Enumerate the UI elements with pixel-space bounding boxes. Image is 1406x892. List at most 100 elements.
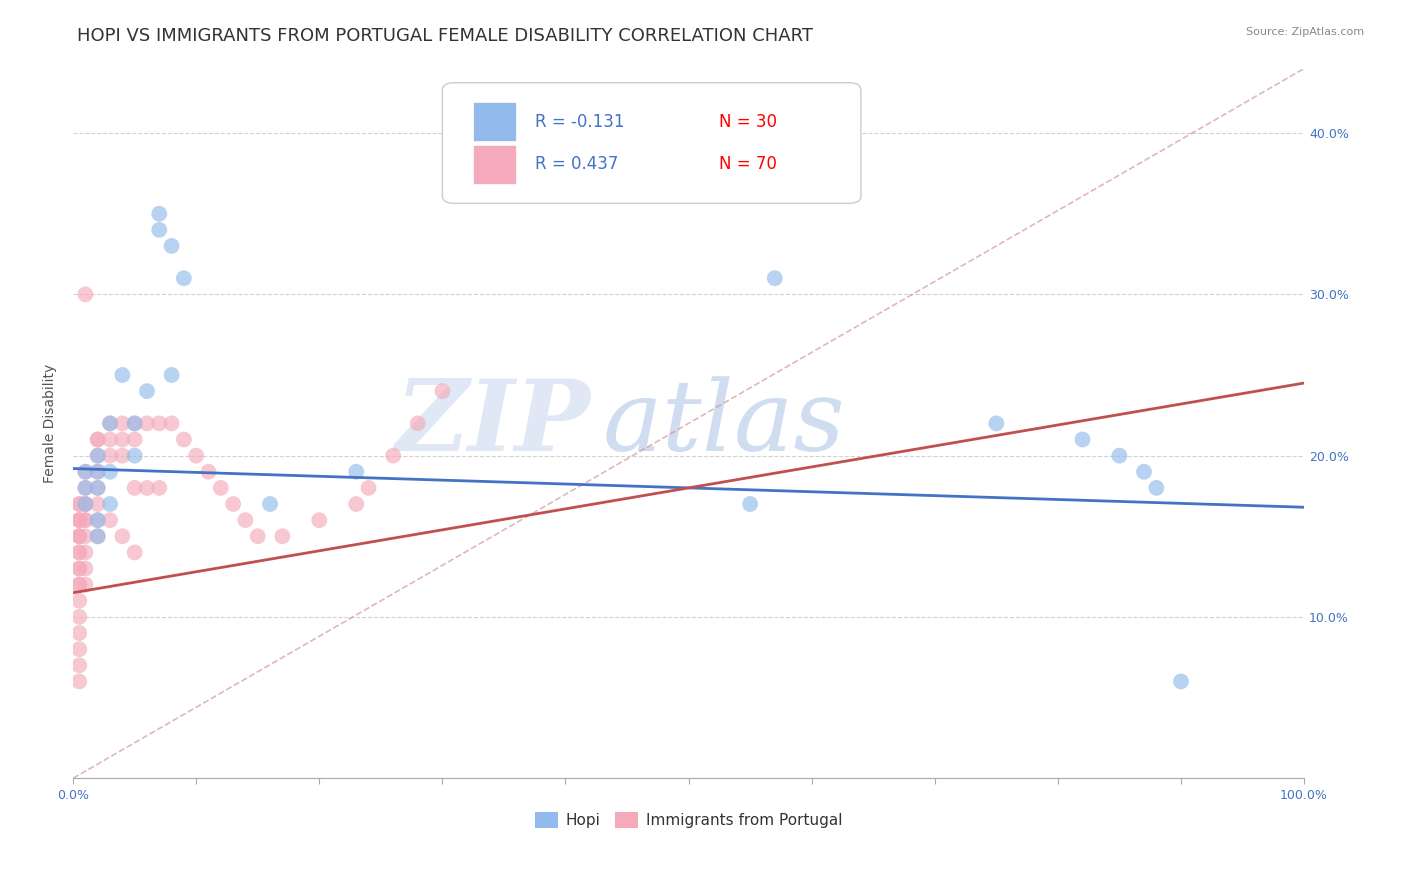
Text: N = 70: N = 70: [720, 155, 778, 173]
Point: [246, 529, 269, 543]
FancyBboxPatch shape: [443, 83, 860, 203]
Point: [67, 529, 90, 543]
Point: [75, 465, 97, 479]
Point: [259, 497, 281, 511]
Point: [136, 417, 159, 431]
Point: [67, 561, 90, 575]
Point: [86, 433, 108, 447]
Point: [75, 513, 97, 527]
Point: [75, 497, 97, 511]
Point: [222, 497, 245, 511]
Point: [136, 384, 159, 398]
Point: [1144, 481, 1167, 495]
Point: [124, 449, 146, 463]
Point: [271, 529, 294, 543]
Text: Source: ZipAtlas.com: Source: ZipAtlas.com: [1246, 27, 1364, 37]
Point: [160, 368, 183, 382]
Point: [86, 529, 108, 543]
Point: [124, 417, 146, 431]
Point: [98, 449, 121, 463]
Point: [86, 481, 108, 495]
Point: [111, 433, 134, 447]
Point: [148, 481, 170, 495]
Point: [1108, 449, 1130, 463]
Point: [173, 433, 195, 447]
Point: [1170, 674, 1192, 689]
Point: [75, 497, 97, 511]
Point: [111, 449, 134, 463]
Point: [67, 545, 90, 559]
Point: [344, 465, 367, 479]
Point: [1071, 433, 1094, 447]
Point: [197, 465, 219, 479]
Point: [763, 271, 786, 285]
Point: [86, 465, 108, 479]
Point: [86, 449, 108, 463]
Point: [382, 449, 405, 463]
Point: [136, 481, 159, 495]
Point: [98, 433, 121, 447]
Point: [986, 417, 1008, 431]
Point: [124, 545, 146, 559]
Point: [67, 642, 90, 657]
Point: [160, 417, 183, 431]
Bar: [474, 103, 516, 141]
Legend: Hopi, Immigrants from Portugal: Hopi, Immigrants from Portugal: [529, 806, 849, 834]
Point: [86, 497, 108, 511]
Point: [67, 594, 90, 608]
Point: [75, 529, 97, 543]
Point: [67, 529, 90, 543]
Point: [111, 417, 134, 431]
Point: [75, 545, 97, 559]
Point: [67, 513, 90, 527]
Text: N = 30: N = 30: [720, 112, 778, 131]
Point: [357, 481, 380, 495]
Point: [148, 417, 170, 431]
Point: [98, 417, 121, 431]
Point: [432, 384, 454, 398]
Point: [67, 610, 90, 624]
Point: [124, 481, 146, 495]
Point: [124, 433, 146, 447]
Point: [75, 513, 97, 527]
Point: [98, 417, 121, 431]
Point: [75, 577, 97, 591]
Point: [75, 561, 97, 575]
Point: [124, 417, 146, 431]
Point: [75, 481, 97, 495]
Point: [67, 497, 90, 511]
Text: R = 0.437: R = 0.437: [534, 155, 619, 173]
Y-axis label: Female Disability: Female Disability: [44, 364, 58, 483]
Bar: [474, 145, 516, 184]
Point: [75, 497, 97, 511]
Point: [209, 481, 232, 495]
Point: [75, 287, 97, 301]
Point: [148, 223, 170, 237]
Point: [406, 417, 429, 431]
Text: atlas: atlas: [602, 376, 845, 471]
Point: [235, 513, 257, 527]
Point: [67, 658, 90, 673]
Point: [67, 529, 90, 543]
Point: [86, 449, 108, 463]
Point: [740, 497, 762, 511]
Point: [67, 577, 90, 591]
Point: [98, 513, 121, 527]
Point: [86, 481, 108, 495]
Point: [173, 271, 195, 285]
Text: HOPI VS IMMIGRANTS FROM PORTUGAL FEMALE DISABILITY CORRELATION CHART: HOPI VS IMMIGRANTS FROM PORTUGAL FEMALE …: [77, 27, 813, 45]
Point: [67, 513, 90, 527]
Point: [111, 368, 134, 382]
Point: [67, 674, 90, 689]
Point: [1133, 465, 1156, 479]
Point: [186, 449, 208, 463]
Point: [86, 513, 108, 527]
Text: ZIP: ZIP: [395, 376, 591, 472]
Point: [344, 497, 367, 511]
Point: [98, 497, 121, 511]
Point: [67, 561, 90, 575]
Point: [111, 529, 134, 543]
Point: [67, 626, 90, 640]
Point: [75, 481, 97, 495]
Point: [160, 239, 183, 253]
